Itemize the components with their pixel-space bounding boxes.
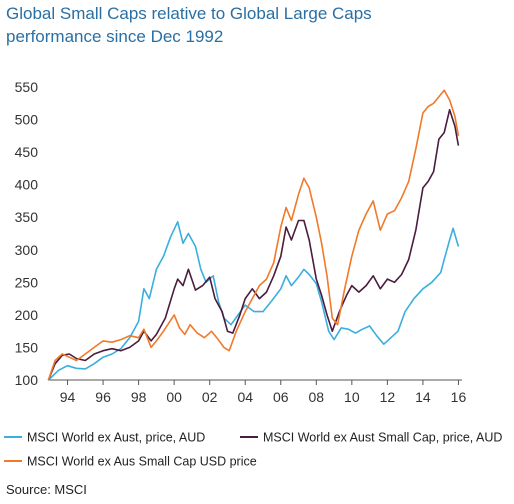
y-tick-label: 500 [15,112,39,128]
x-tick-label: 16 [451,389,467,405]
y-axis: 100 150 200 250 300 350 400 450 500 550 [15,79,39,388]
x-tick-label: 06 [273,389,289,405]
source-note: Source: MSCI [6,482,87,497]
y-tick-label: 100 [15,372,39,388]
x-tick-label: 10 [344,389,360,405]
legend-label: MSCI World ex Aust, price, AUD [27,431,205,445]
y-tick-label: 350 [15,209,39,225]
plot-area [47,89,460,381]
y-tick-label: 200 [15,307,39,323]
x-tick-label: 00 [166,389,182,405]
x-tick-label: 12 [380,389,396,405]
chart-title-line-2: performance since Dec 1992 [6,27,224,46]
x-tick-label: 14 [415,389,431,405]
legend-label: MSCI World ex Aust Small Cap, price, AUD [263,431,502,445]
series-line-2 [47,109,460,381]
y-tick-label: 550 [15,79,39,95]
x-tick-label: 08 [309,389,325,405]
y-tick-label: 150 [15,339,39,355]
series-line-1 [47,221,460,381]
y-tick-label: 400 [15,177,39,193]
x-tick-label: 04 [237,389,253,405]
legend: MSCI World ex Aust, price, AUD MSCI World… [4,431,502,469]
x-tick-label: 96 [95,389,111,405]
series-line-3 [47,89,460,381]
x-tick-label: 98 [131,389,147,405]
x-axis: 94 96 98 00 02 04 06 08 10 12 14 16 [48,379,467,405]
legend-label: MSCI World ex Aus Small Cap USD price [27,455,257,469]
y-tick-label: 450 [15,144,39,160]
chart-title: Global Small Caps relative to Global Lar… [6,2,506,48]
y-tick-label: 300 [15,242,39,258]
x-tick-label: 94 [60,389,76,405]
y-tick-label: 250 [15,274,39,290]
x-tick-label: 02 [202,389,218,405]
chart-title-line-1: Global Small Caps relative to Global Lar… [6,4,372,23]
